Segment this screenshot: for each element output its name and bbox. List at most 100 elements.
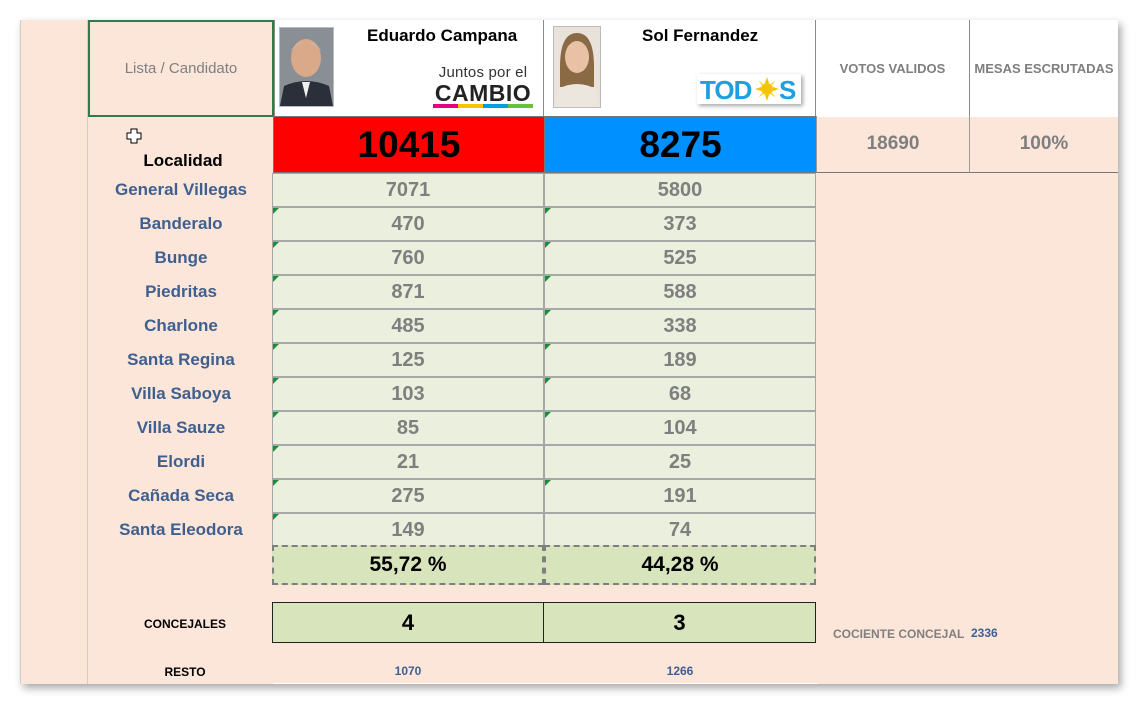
votes-cell-fernandez[interactable]: 5800: [544, 173, 816, 207]
votes-value: 338: [663, 314, 697, 337]
votes-cell-campana[interactable]: 21: [272, 445, 544, 479]
votes-value: 189: [663, 348, 697, 371]
votes-cell-fernandez[interactable]: 189: [544, 343, 816, 377]
votes-value: 7071: [385, 178, 431, 201]
candidate-header-campana[interactable]: Eduardo Campana Juntos por el CAMBIO: [274, 20, 544, 117]
votes-cell-fernandez[interactable]: 373: [544, 207, 816, 241]
candidate-header-fernandez[interactable]: Sol Fernandez TOD S: [544, 20, 816, 117]
votos-validos-value[interactable]: 18690: [816, 116, 970, 173]
concejales-label: CONCEJALES: [143, 617, 226, 631]
votes-cell-fernandez[interactable]: 338: [544, 309, 816, 343]
concejales-campana[interactable]: 4: [272, 602, 544, 643]
cell-note-marker: [545, 208, 551, 214]
cell-note-marker: [273, 276, 279, 282]
votes-value: 191: [663, 484, 697, 507]
votes-cell-campana[interactable]: 485: [272, 309, 544, 343]
mesas-escrutadas-label: MESAS ESCRUTADAS: [974, 61, 1114, 76]
votes-cell-fernandez[interactable]: 191: [544, 479, 816, 513]
votes-cell-fernandez[interactable]: 588: [544, 275, 816, 309]
votes-cell-campana[interactable]: 85: [272, 411, 544, 445]
votes-value: 74: [668, 518, 692, 541]
locality-name[interactable]: Villa Sauze: [136, 418, 226, 437]
cell-note-marker: [545, 242, 551, 248]
votes-cell-campana[interactable]: 275: [272, 479, 544, 513]
votes-value: 871: [391, 280, 425, 303]
resto-label: RESTO: [164, 665, 206, 679]
votes-cell-campana[interactable]: 760: [272, 241, 544, 275]
cell-note-marker: [545, 378, 551, 384]
party-logo-todos: TOD S: [697, 74, 801, 105]
locality-name[interactable]: Elordi: [156, 452, 206, 471]
locality-name[interactable]: Piedritas: [145, 282, 217, 301]
lista-candidato-cell[interactable]: Lista / Candidato: [88, 20, 274, 117]
votes-value: 125: [391, 348, 425, 371]
cell-note-marker: [273, 514, 279, 520]
party-logo-jxc: Juntos por el CAMBIO: [431, 64, 535, 108]
votes-value: 68: [668, 382, 692, 405]
party-logo-text: S: [779, 75, 797, 105]
cociente-concejal-value[interactable]: 2336: [971, 626, 998, 640]
resto-campana[interactable]: 1070: [394, 664, 422, 678]
candidate-photo-campana: [279, 27, 334, 107]
locality-name[interactable]: Bunge: [154, 248, 208, 267]
logo-bar: [483, 104, 508, 108]
votos-validos-label: VOTOS VALIDOS: [839, 61, 946, 76]
votes-cell-fernandez[interactable]: 68: [544, 377, 816, 411]
candidate-name-fernandez: Sol Fernandez: [642, 26, 759, 45]
locality-name[interactable]: Banderalo: [139, 214, 223, 233]
mesas-escrutadas-value[interactable]: 100%: [970, 116, 1118, 173]
party-logo-text: CAMBIO: [434, 80, 532, 106]
votes-cell-campana[interactable]: 125: [272, 343, 544, 377]
cell-note-marker: [273, 378, 279, 384]
spreadsheet: Lista / Candidato Eduardo Campana Juntos…: [20, 20, 1118, 684]
votes-cell-campana[interactable]: 7071: [272, 173, 544, 207]
locality-name[interactable]: Cañada Seca: [128, 486, 234, 505]
locality-name[interactable]: Charlone: [144, 316, 218, 335]
cell-note-marker: [273, 208, 279, 214]
votes-value: 470: [391, 212, 425, 235]
bottom-edge: [273, 683, 818, 684]
votes-value: 588: [663, 280, 697, 303]
votes-value: 5800: [657, 178, 703, 201]
logo-bar: [458, 104, 483, 108]
locality-name[interactable]: General Villegas: [115, 180, 247, 199]
locality-name[interactable]: Santa Regina: [127, 350, 235, 369]
votes-cell-campana[interactable]: 470: [272, 207, 544, 241]
votes-cell-fernandez[interactable]: 25: [544, 445, 816, 479]
votes-value: 275: [391, 484, 425, 507]
cell-note-marker: [545, 480, 551, 486]
votes-value: 373: [663, 212, 697, 235]
locality-name[interactable]: Santa Eleodora: [119, 520, 243, 539]
votes-value: 149: [391, 518, 425, 541]
concejales-fernandez[interactable]: 3: [544, 602, 816, 643]
mesas-escrutadas-header[interactable]: MESAS ESCRUTADAS: [970, 20, 1118, 117]
votes-cell-campana[interactable]: 103: [272, 377, 544, 411]
votes-value: 103: [391, 382, 425, 405]
grid-line: [20, 20, 21, 684]
votes-cell-fernandez[interactable]: 74: [544, 513, 816, 547]
votes-value: 760: [391, 246, 425, 269]
sun-icon: [755, 77, 779, 101]
resto-fernandez[interactable]: 1266: [666, 664, 694, 678]
votos-validos-header[interactable]: VOTOS VALIDOS: [816, 20, 970, 117]
votes-value: 85: [396, 416, 420, 439]
locality-name[interactable]: Villa Saboya: [131, 384, 231, 403]
total-votes-fernandez[interactable]: 8275: [544, 116, 817, 173]
votes-value: 104: [663, 416, 697, 439]
cell-note-marker: [273, 446, 279, 452]
votes-cell-campana[interactable]: 149: [272, 513, 544, 547]
votes-cell-fernandez[interactable]: 525: [544, 241, 816, 275]
logo-bar: [508, 104, 533, 108]
votes-value: 25: [668, 450, 692, 473]
percent-campana[interactable]: 55,72 %: [272, 545, 544, 585]
percent-fernandez[interactable]: 44,28 %: [544, 545, 816, 585]
votes-cell-fernandez[interactable]: 104: [544, 411, 816, 445]
votes-cell-campana[interactable]: 871: [272, 275, 544, 309]
cell-note-marker: [273, 242, 279, 248]
cell-note-marker: [273, 310, 279, 316]
votes-value: 485: [391, 314, 425, 337]
cell-note-marker: [545, 310, 551, 316]
total-votes-campana[interactable]: 10415: [273, 116, 545, 173]
cociente-concejal-label: COCIENTE CONCEJAL: [833, 627, 965, 641]
cell-note-marker: [273, 412, 279, 418]
